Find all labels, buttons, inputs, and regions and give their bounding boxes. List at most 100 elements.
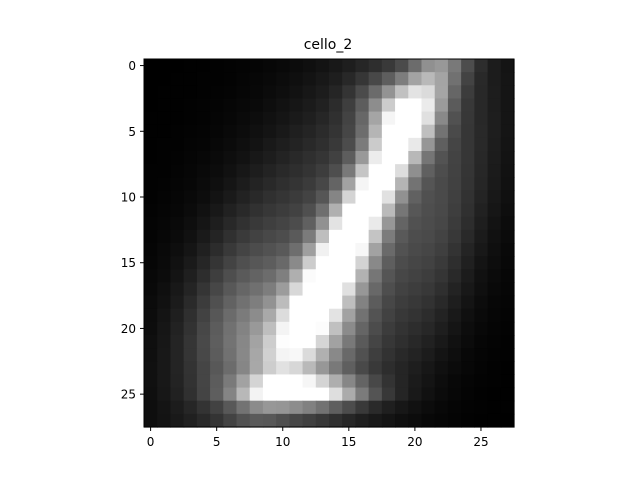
heatmap-cell bbox=[342, 216, 357, 231]
heatmap-cell bbox=[223, 203, 238, 218]
heatmap-cell bbox=[395, 85, 409, 100]
heatmap-cell bbox=[196, 269, 211, 284]
heatmap-cell bbox=[302, 400, 317, 415]
heatmap-cell bbox=[144, 85, 158, 100]
heatmap-cell bbox=[355, 387, 370, 402]
heatmap-cell bbox=[302, 269, 317, 284]
heatmap-cell bbox=[461, 243, 475, 257]
heatmap-cell bbox=[157, 269, 172, 284]
heatmap-cell bbox=[381, 59, 396, 73]
heatmap-cell bbox=[395, 229, 409, 244]
heatmap-cell bbox=[487, 85, 502, 100]
heatmap-cell bbox=[170, 164, 185, 178]
heatmap-cell bbox=[408, 256, 423, 270]
heatmap-cell bbox=[170, 72, 185, 86]
heatmap-cell bbox=[144, 361, 158, 376]
heatmap-cell bbox=[183, 85, 198, 100]
heatmap-cell bbox=[276, 98, 290, 113]
heatmap-cell bbox=[355, 374, 370, 389]
heatmap-cell bbox=[342, 229, 357, 244]
heatmap-cell bbox=[421, 190, 436, 205]
heatmap-cell bbox=[183, 111, 198, 126]
heatmap-cell bbox=[474, 374, 489, 389]
heatmap-cell bbox=[355, 256, 370, 270]
heatmap-cell bbox=[421, 98, 436, 113]
heatmap-cell bbox=[210, 361, 224, 376]
heatmap-cell bbox=[408, 348, 423, 362]
heatmap-cell bbox=[474, 177, 489, 192]
heatmap-cell bbox=[210, 335, 224, 349]
heatmap-cell bbox=[144, 321, 158, 336]
heatmap-cell bbox=[157, 295, 172, 310]
heatmap-cell bbox=[144, 374, 158, 389]
heatmap-cell bbox=[487, 256, 502, 270]
heatmap-cell bbox=[368, 400, 383, 415]
heatmap-cell bbox=[395, 348, 409, 362]
heatmap-cell bbox=[276, 85, 290, 100]
heatmap-cell bbox=[249, 229, 264, 244]
heatmap-cell bbox=[289, 282, 304, 297]
heatmap-cell bbox=[236, 387, 251, 402]
heatmap-cell bbox=[342, 124, 357, 139]
heatmap-cell bbox=[474, 229, 489, 244]
x-tick-label: 0 bbox=[147, 435, 155, 449]
heatmap-cell bbox=[262, 85, 277, 100]
heatmap-cell bbox=[262, 374, 277, 389]
heatmap-cell bbox=[183, 400, 198, 415]
heatmap-cell bbox=[487, 164, 502, 178]
heatmap-cell bbox=[289, 374, 304, 389]
heatmap-cell bbox=[395, 164, 409, 178]
heatmap-cell bbox=[276, 111, 290, 126]
heatmap-cell bbox=[408, 335, 423, 349]
heatmap-cell bbox=[474, 269, 489, 284]
heatmap-cell bbox=[157, 387, 172, 402]
heatmap-cell bbox=[368, 216, 383, 231]
heatmap-cell bbox=[329, 269, 343, 284]
heatmap-cell bbox=[408, 203, 423, 218]
heatmap-cell bbox=[315, 216, 330, 231]
heatmap-cell bbox=[434, 229, 449, 244]
heatmap-cell bbox=[262, 335, 277, 349]
heatmap-cell bbox=[395, 124, 409, 139]
heatmap-cell bbox=[342, 387, 357, 402]
heatmap-cell bbox=[276, 282, 290, 297]
heatmap-cell bbox=[210, 203, 224, 218]
x-tick-label: 15 bbox=[341, 435, 356, 449]
heatmap-cell bbox=[262, 164, 277, 178]
heatmap-cell bbox=[223, 387, 238, 402]
heatmap-cell bbox=[355, 361, 370, 376]
heatmap-cell bbox=[223, 151, 238, 165]
heatmap-cell bbox=[474, 413, 489, 428]
heatmap-cell bbox=[170, 295, 185, 310]
heatmap-cell bbox=[355, 295, 370, 310]
heatmap-cell bbox=[170, 151, 185, 165]
heatmap-cell bbox=[223, 229, 238, 244]
heatmap-cell bbox=[329, 190, 343, 205]
heatmap-cell bbox=[249, 151, 264, 165]
heatmap-cell bbox=[500, 85, 515, 100]
heatmap-cell bbox=[223, 308, 238, 323]
heatmap-cell bbox=[500, 282, 515, 297]
heatmap-cell bbox=[289, 361, 304, 376]
heatmap-cell bbox=[196, 229, 211, 244]
heatmap-cell bbox=[262, 177, 277, 192]
heatmap-cell bbox=[395, 151, 409, 165]
heatmap-cell bbox=[434, 137, 449, 152]
heatmap-cell bbox=[289, 164, 304, 178]
heatmap-cell bbox=[447, 59, 462, 73]
heatmap-cell bbox=[408, 72, 423, 86]
heatmap-cell bbox=[408, 321, 423, 336]
heatmap-cell bbox=[196, 164, 211, 178]
heatmap-cell bbox=[408, 229, 423, 244]
heatmap-cell bbox=[144, 164, 158, 178]
heatmap-cell bbox=[474, 295, 489, 310]
heatmap-cell bbox=[223, 256, 238, 270]
heatmap-cell bbox=[157, 400, 172, 415]
heatmap-cell bbox=[447, 348, 462, 362]
heatmap-cell bbox=[447, 256, 462, 270]
heatmap-cell bbox=[236, 124, 251, 139]
heatmap-cell bbox=[289, 98, 304, 113]
heatmap-cell bbox=[474, 335, 489, 349]
heatmap-cell bbox=[302, 124, 317, 139]
heatmap-cell bbox=[421, 164, 436, 178]
